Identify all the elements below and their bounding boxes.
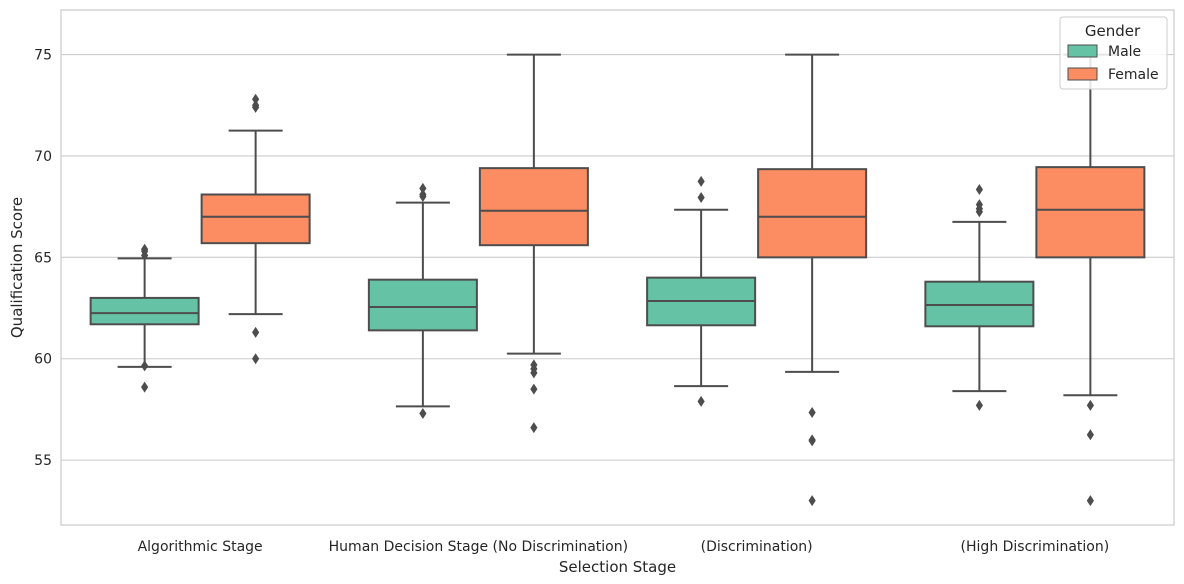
box-male-2 — [646, 175, 757, 407]
box-female-2 — [757, 53, 868, 507]
outlier-point — [252, 99, 260, 111]
tick-labels: 55 60 65 70 75 Algorithmic Stage Human Decisio… — [34, 48, 1109, 555]
outlier-point — [530, 383, 538, 395]
iqr-box — [757, 168, 868, 259]
iqr-box — [478, 167, 589, 247]
outlier-point — [975, 183, 983, 195]
x-tick-label: (High Discrimination) — [961, 539, 1110, 555]
outlier-point — [808, 495, 816, 507]
outlier-point — [141, 243, 149, 255]
outlier-point — [975, 399, 983, 411]
legend-title: Gender — [1085, 22, 1141, 40]
outlier-point — [697, 395, 705, 407]
legend-entries: Male Female — [1067, 44, 1159, 83]
outlier-point — [697, 175, 705, 187]
y-axis-label: Qualification Score — [8, 197, 26, 338]
box-plot-series — [89, 53, 1146, 507]
outlier-point — [1086, 495, 1094, 507]
y-tick-label: 65 — [34, 250, 52, 266]
y-tick-label: 55 — [34, 453, 52, 469]
outlier-point — [808, 434, 816, 446]
iqr-box — [1035, 166, 1146, 259]
outlier-point — [975, 199, 983, 211]
box-female-0 — [200, 93, 311, 365]
outlier-point — [419, 407, 427, 419]
outlier-point — [419, 189, 427, 201]
outlier-point — [252, 326, 260, 338]
x-tick-label: (Discrimination) — [701, 539, 813, 555]
grid-lines — [61, 54, 1174, 461]
x-tick-label: Human Decision Stage (No Discrimination) — [329, 539, 628, 555]
outlier-point — [530, 422, 538, 434]
outlier-point — [530, 359, 538, 371]
box-female-3 — [1035, 53, 1146, 507]
box-male-1 — [367, 182, 478, 419]
iqr-box — [924, 280, 1035, 328]
x-axis-label: Selection Stage — [559, 558, 676, 576]
y-tick-label: 75 — [34, 48, 52, 64]
outlier-point — [808, 406, 816, 418]
iqr-box — [200, 193, 311, 245]
legend: Gender Male Female — [1059, 16, 1168, 90]
y-tick-label: 70 — [34, 149, 52, 165]
iqr-box — [367, 278, 478, 332]
plot-frame — [60, 9, 1175, 526]
box-male-3 — [924, 183, 1035, 411]
outlier-point — [1086, 399, 1094, 411]
outlier-point — [419, 182, 427, 194]
legend-swatch-male — [1067, 44, 1098, 58]
x-tick-label: Algorithmic Stage — [138, 539, 263, 555]
box-male-0 — [89, 243, 200, 393]
legend-label-male: Male — [1108, 44, 1141, 60]
outlier-point — [697, 192, 705, 204]
outlier-point — [252, 353, 260, 365]
box-female-1 — [478, 53, 589, 434]
outlier-point — [141, 381, 149, 393]
outlier-point — [1086, 429, 1094, 441]
outlier-point — [141, 360, 149, 372]
iqr-box — [89, 296, 200, 326]
legend-swatch-female — [1067, 67, 1098, 81]
y-tick-label: 60 — [34, 352, 52, 368]
outlier-point — [252, 93, 260, 105]
legend-label-female: Female — [1108, 67, 1159, 83]
